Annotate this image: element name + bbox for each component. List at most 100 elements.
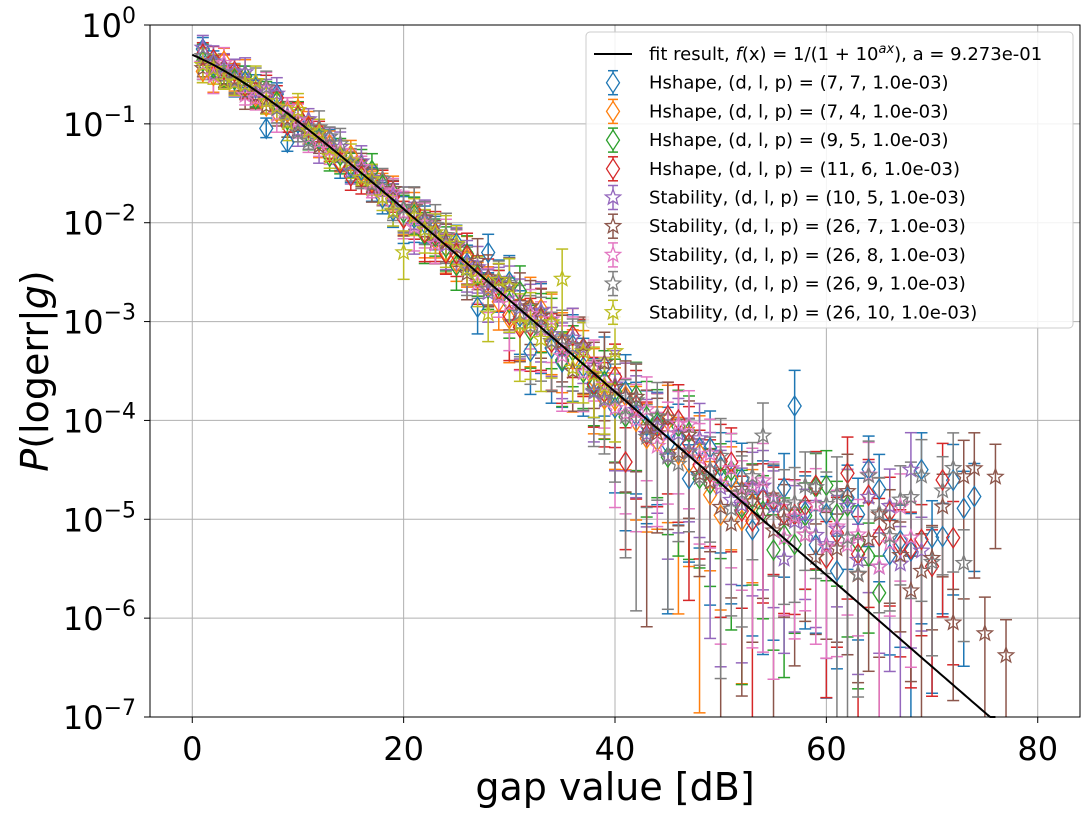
data-point [415,211,435,230]
data-point [542,312,561,331]
data-point [679,414,699,433]
data-point [753,425,773,444]
data-point [214,53,234,72]
data-point [743,466,762,485]
y-tick-label: 10−3 [63,301,136,342]
fit-line-group [191,53,996,718]
data-point [690,428,709,447]
data-point [595,376,614,395]
data-point [945,469,961,492]
data-point [986,467,1005,485]
data-point [690,464,709,483]
data-point [764,496,783,515]
data-point [584,355,604,374]
data-point [573,341,593,360]
data-point [309,117,329,136]
data-point [840,494,855,518]
y-tick-label: 10−6 [63,597,136,638]
data-point [404,197,424,216]
data-point [658,447,678,465]
data-point [882,543,898,566]
data-point [943,612,963,631]
data-point [320,126,340,145]
data-point [383,200,403,219]
data-point [647,406,667,425]
y-tick-label: 10−2 [63,202,136,243]
data-point [607,365,623,388]
data-point [787,394,802,418]
data-point [838,527,857,546]
data-point [774,549,794,567]
x-tick-label: 60 [806,730,847,768]
data-point [531,301,551,319]
axis-ticks: 0 20 40 60 80 100 10−1 10−2 10−3 10−4 10−5 10−6 10−7 [63,4,1058,768]
data-point [829,559,845,583]
data-point [425,215,445,233]
data-point [723,459,739,482]
x-tick-label: 0 [182,730,202,768]
legend-box [585,31,1074,329]
data-point [903,539,919,562]
data-point [394,242,413,261]
y-tick-label: 100 [81,4,136,45]
data-point [447,234,466,252]
data-point [838,481,857,500]
data-point [256,77,276,96]
data-point [362,174,382,193]
data-point [225,69,244,88]
legend-label: Stability, (d, l, p) = (10, 5, 1.0e-03) [649,188,966,209]
data-point [848,564,868,582]
data-point [204,59,223,78]
data-point [436,228,456,247]
legend-marker [603,302,623,321]
data-point [861,484,876,507]
data-point [827,516,847,535]
data-point [901,460,921,478]
y-tick-label: 10−7 [63,696,136,737]
data-point [827,484,847,503]
data-point [278,112,297,131]
data-point [626,387,646,405]
data-point [235,85,255,104]
data-point [499,276,519,295]
data-point [584,364,604,383]
data-point [214,62,234,81]
data-point [563,358,583,376]
legend-marker [605,100,621,123]
data-point [732,479,752,497]
data-point [817,537,836,555]
data-point [626,390,646,409]
data-point [267,96,287,115]
data-point [975,623,995,642]
data-point [859,465,878,484]
data-point [795,476,815,494]
data-point [880,526,900,545]
data-point [954,553,974,572]
data-point [964,458,984,477]
data-point [595,374,614,393]
data-point [776,523,792,546]
data-point [795,525,815,543]
data-point [702,472,718,496]
legend-label: Hshape, (d, l, p) = (7, 4, 1.0e-03) [649,101,949,122]
data-point [658,407,678,426]
data-point [766,538,781,562]
legend-marker [603,273,623,292]
data-point [848,550,868,569]
data-point [679,424,699,443]
data-point [415,219,435,238]
data-point [764,520,783,539]
data-point [352,167,371,186]
data-point [838,535,857,553]
data-point [721,498,741,517]
data-point [383,179,403,198]
data-point [616,403,635,422]
data-point [605,341,625,360]
data-point [850,503,866,526]
data-point [945,526,961,549]
data-point [584,381,604,399]
data-point [734,509,750,532]
data-point [343,164,359,188]
legend-label-fit: fit result, f(x) = 1/(1 + 10ax), a = 9.2… [649,42,1042,65]
x-tick-label: 40 [595,730,636,768]
